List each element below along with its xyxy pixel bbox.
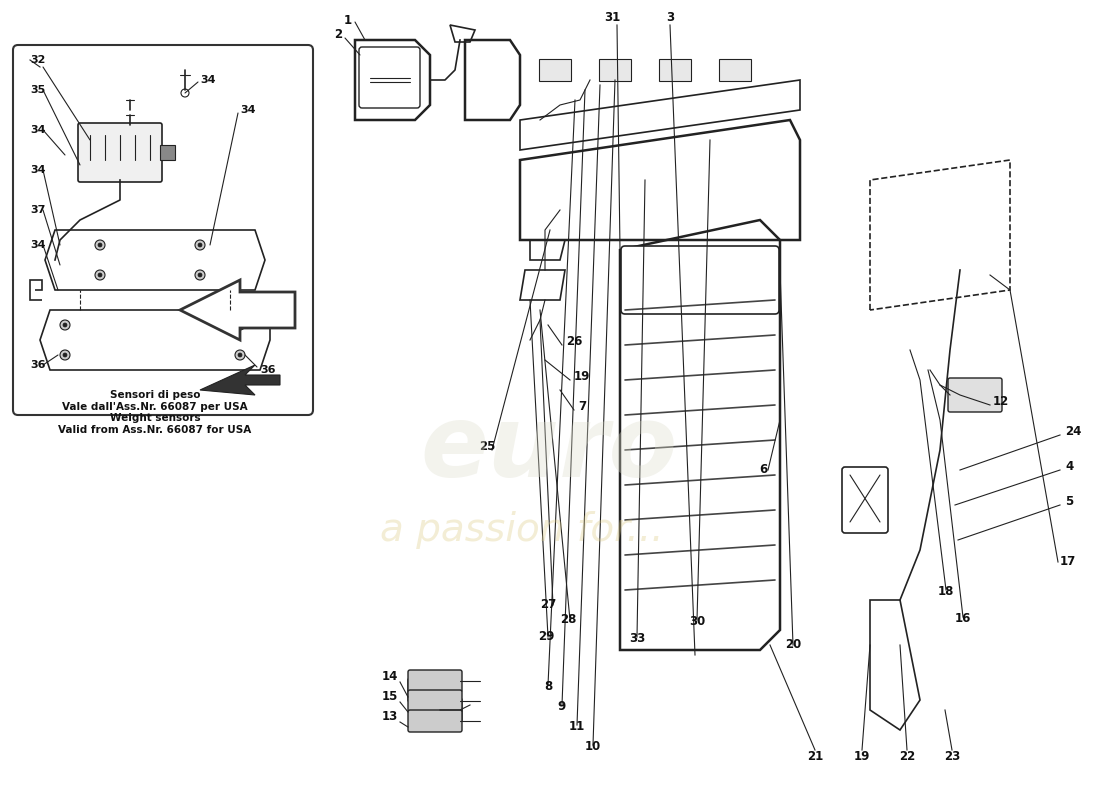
Text: 11: 11 <box>569 720 585 733</box>
Text: 13: 13 <box>382 710 398 723</box>
Circle shape <box>195 270 205 280</box>
Text: 34: 34 <box>240 105 255 115</box>
Text: 19: 19 <box>854 750 870 763</box>
Text: 26: 26 <box>566 335 582 348</box>
Text: 34: 34 <box>200 75 216 85</box>
Text: 31: 31 <box>604 11 620 24</box>
Text: 20: 20 <box>785 638 801 651</box>
Text: 29: 29 <box>538 630 554 643</box>
Polygon shape <box>200 365 280 395</box>
Text: 23: 23 <box>944 750 960 763</box>
Text: 15: 15 <box>382 690 398 703</box>
Text: a passion for...: a passion for... <box>379 511 663 549</box>
Circle shape <box>235 320 245 330</box>
Circle shape <box>198 273 202 277</box>
FancyBboxPatch shape <box>408 678 442 702</box>
Text: euro: euro <box>420 402 678 498</box>
FancyBboxPatch shape <box>408 710 462 732</box>
Text: 25: 25 <box>478 440 495 453</box>
Text: Sensori di peso
Vale dall'Ass.Nr. 66087 per USA
Weight sensors
Valid from Ass.Nr: Sensori di peso Vale dall'Ass.Nr. 66087 … <box>58 390 252 435</box>
Text: 18: 18 <box>938 585 954 598</box>
FancyBboxPatch shape <box>842 467 888 533</box>
FancyBboxPatch shape <box>600 59 631 81</box>
Text: 33: 33 <box>629 632 645 645</box>
Circle shape <box>198 243 202 247</box>
FancyBboxPatch shape <box>659 59 691 81</box>
FancyBboxPatch shape <box>13 45 313 415</box>
Polygon shape <box>180 280 295 340</box>
FancyBboxPatch shape <box>428 698 462 722</box>
Text: 36: 36 <box>260 365 275 375</box>
Text: 37: 37 <box>30 205 45 215</box>
Circle shape <box>98 243 102 247</box>
Text: 22: 22 <box>899 750 915 763</box>
Text: 8: 8 <box>543 680 552 693</box>
Text: 21: 21 <box>807 750 823 763</box>
Text: 34: 34 <box>30 240 45 250</box>
Circle shape <box>95 270 104 280</box>
Text: 7: 7 <box>578 400 586 413</box>
Text: 6: 6 <box>759 463 767 476</box>
Text: 34: 34 <box>30 125 45 135</box>
Text: 28: 28 <box>560 613 576 626</box>
FancyBboxPatch shape <box>359 47 420 108</box>
Text: 24: 24 <box>1065 425 1081 438</box>
FancyBboxPatch shape <box>78 123 162 182</box>
Text: 17: 17 <box>1060 555 1076 568</box>
FancyBboxPatch shape <box>539 59 571 81</box>
Circle shape <box>60 320 70 330</box>
FancyBboxPatch shape <box>408 690 462 712</box>
Text: 19: 19 <box>574 370 591 383</box>
Circle shape <box>60 350 70 360</box>
Circle shape <box>63 323 67 327</box>
FancyBboxPatch shape <box>408 670 462 692</box>
Circle shape <box>238 323 242 327</box>
Circle shape <box>235 350 245 360</box>
Circle shape <box>98 273 102 277</box>
FancyBboxPatch shape <box>621 246 779 314</box>
Text: 4: 4 <box>1065 460 1074 473</box>
Text: 9: 9 <box>558 700 566 713</box>
Text: 12: 12 <box>993 395 1010 408</box>
Circle shape <box>238 353 242 357</box>
FancyBboxPatch shape <box>719 59 751 81</box>
Text: 27: 27 <box>540 598 557 611</box>
Circle shape <box>95 240 104 250</box>
Circle shape <box>63 353 67 357</box>
FancyBboxPatch shape <box>948 378 1002 412</box>
Text: 35: 35 <box>30 85 45 95</box>
Text: 5: 5 <box>1065 495 1074 508</box>
Text: 1: 1 <box>344 14 352 26</box>
Polygon shape <box>160 145 175 160</box>
Circle shape <box>195 240 205 250</box>
Text: 30: 30 <box>689 615 705 628</box>
Text: 3: 3 <box>666 11 674 24</box>
Text: 10: 10 <box>585 740 601 753</box>
Text: 14: 14 <box>382 670 398 683</box>
Text: 2: 2 <box>334 29 342 42</box>
Text: 34: 34 <box>30 165 45 175</box>
Text: 32: 32 <box>30 55 45 65</box>
Text: 16: 16 <box>955 612 971 625</box>
FancyBboxPatch shape <box>418 688 452 712</box>
Text: 36: 36 <box>30 360 45 370</box>
